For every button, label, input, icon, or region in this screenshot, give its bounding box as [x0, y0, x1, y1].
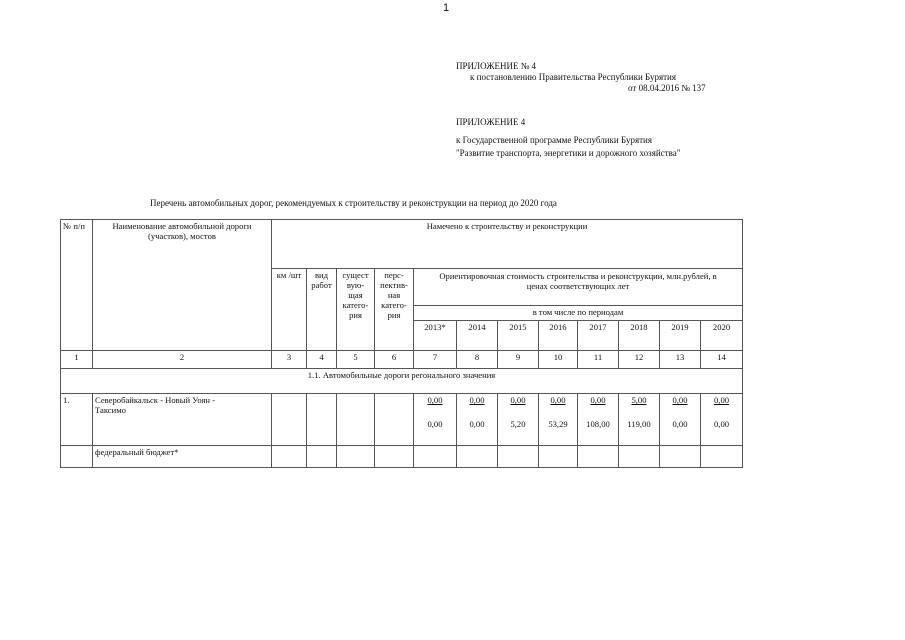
column-number: 8 — [456, 350, 498, 369]
cost-cell: 0,00 5,20 — [497, 393, 539, 446]
year-header: 2019 — [659, 320, 701, 351]
header-cat-perspective: перс- пектив- ная катего- рия — [374, 268, 414, 351]
column-number: 7 — [413, 350, 457, 369]
cost-bottom: 0,00 — [469, 419, 485, 429]
year-header: 2015 — [497, 320, 539, 351]
year-header: 2016 — [538, 320, 578, 351]
column-number: 12 — [618, 350, 660, 369]
column-numbers-row: 1 2 3 4 5 6 7 8 9 10 11 12 13 14 — [60, 350, 744, 369]
column-number: 9 — [497, 350, 539, 369]
header-cat-existing: сущест вую- щая катего- рия — [336, 268, 375, 351]
cost-bottom: 0,00 — [427, 419, 443, 429]
column-number: 11 — [577, 350, 619, 369]
cost-bottom: 53,29 — [548, 419, 568, 429]
column-number: 14 — [699, 350, 744, 369]
cost-top: 0,00 — [510, 395, 526, 405]
cost-cell: 0,00 53,29 — [538, 393, 578, 446]
cost-bottom: 0,00 — [672, 419, 688, 429]
road-name: Северобайкальск - Новый Уоян - Таксимо — [92, 393, 272, 446]
appendix-title: ПРИЛОЖЕНИЕ 4 — [456, 117, 526, 127]
year-header: 2018 — [618, 320, 660, 351]
cost-top: 0,00 — [672, 395, 688, 405]
roads-table: № п/п Наименование автомобильной дороги … — [59, 219, 744, 468]
header-work: вид работ — [306, 268, 337, 351]
cost-top: 0,00 — [427, 395, 443, 405]
cost-cell: 0,00 0,00 — [456, 393, 498, 446]
header-km: км /шт — [271, 268, 307, 351]
section-heading: 1.1. Автомобильные дороги регонального з… — [59, 368, 744, 394]
federal-budget-label: федеральный бюджет* — [92, 445, 272, 468]
appendix-line: от 08.04.2016 № 137 — [628, 83, 706, 93]
column-number: 1 — [60, 350, 93, 369]
appendix-line: к постановлению Правительства Республики… — [470, 72, 676, 82]
appendix-line: к Государственной программе Республики Б… — [456, 135, 652, 145]
header-name: Наименование автомобильной дороги (участ… — [92, 219, 272, 351]
cost-bottom: 0,00 — [714, 419, 730, 429]
cost-cell: 5,00 119,00 — [618, 393, 660, 446]
column-number: 2 — [92, 350, 272, 369]
cost-top: 0,00 — [550, 395, 566, 405]
cost-top: 0,00 — [714, 395, 730, 405]
appendix-line: "Развитие транспорта, энергетики и дорож… — [456, 148, 681, 158]
year-header: 2013* — [413, 320, 457, 351]
column-number: 6 — [374, 350, 414, 369]
cost-cell: 0,00 0,00 — [659, 393, 701, 446]
year-header: 2020 — [699, 320, 744, 351]
header-planned: Намечено к строительству и реконструкции — [270, 219, 744, 269]
header-cost: Ориентировочная стоимость строительства … — [412, 268, 744, 306]
cost-cell: 0,00 0,00 — [413, 393, 457, 446]
cost-bottom: 5,20 — [510, 419, 526, 429]
cost-top: 5,00 — [631, 395, 647, 405]
cost-top: 0,00 — [469, 395, 485, 405]
column-number: 10 — [538, 350, 578, 369]
cost-bottom: 119,00 — [627, 419, 651, 429]
column-number: 13 — [659, 350, 701, 369]
cost-cell: 0,00 108,00 — [577, 393, 619, 446]
appendix-title: ПРИЛОЖЕНИЕ № 4 — [456, 61, 537, 71]
column-number: 5 — [336, 350, 375, 369]
column-number: 3 — [271, 350, 307, 369]
cost-cell: 0,00 0,00 — [699, 393, 744, 446]
cost-bottom: 108,00 — [586, 419, 610, 429]
page-number: 1 — [443, 2, 450, 14]
year-header: 2014 — [456, 320, 498, 351]
year-header: 2017 — [577, 320, 619, 351]
header-num: № п/п — [60, 219, 93, 351]
header-periods: в том числе по периодам — [412, 305, 744, 321]
document-title: Перечень автомобильных дорог, рекомендуе… — [150, 198, 557, 208]
cost-top: 0,00 — [590, 395, 606, 405]
table-row: 1. Северобайкальск - Новый Уоян - Таксим… — [60, 393, 744, 446]
column-number: 4 — [306, 350, 337, 369]
row-number: 1. — [60, 393, 93, 446]
